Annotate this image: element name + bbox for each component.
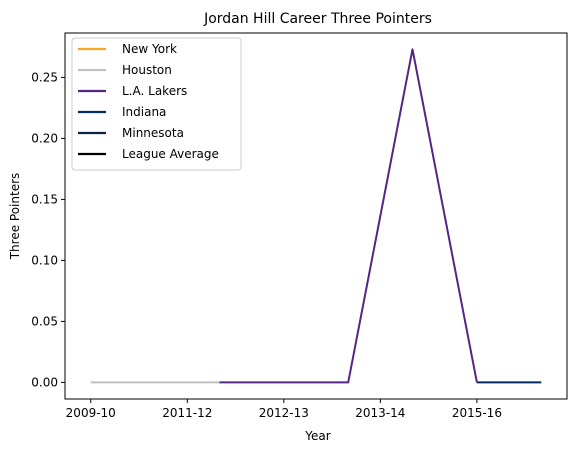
legend-label: Indiana bbox=[122, 105, 166, 119]
plot-frame bbox=[64, 32, 568, 400]
legend-label: L.A. Lakers bbox=[122, 84, 187, 98]
x-tick-label: 2011-12 bbox=[162, 406, 212, 420]
y-tick-label: 0.15 bbox=[31, 192, 58, 206]
x-tick-label: 2015-16 bbox=[452, 406, 502, 420]
y-axis: 0.00 0.05 0.10 0.15 0.20 0.25 bbox=[31, 70, 65, 389]
x-axis-label: Year bbox=[304, 429, 330, 443]
legend: New York Houston L.A. Lakers Indiana Minneso… bbox=[71, 37, 242, 171]
x-tick-label: 2012-13 bbox=[259, 406, 309, 420]
y-tick-label: 0.20 bbox=[31, 131, 58, 145]
series-layer bbox=[90, 48, 542, 384]
y-tick-label: 0.10 bbox=[31, 253, 58, 267]
x-axis: 2009-10 2011-12 2012-13 2013-14 2015-16 bbox=[66, 399, 502, 420]
legend-label: Minnesota bbox=[122, 126, 184, 140]
y-axis-label: Three Pointers bbox=[8, 173, 22, 261]
y-tick-label: 0.05 bbox=[31, 314, 58, 328]
legend-label: League Average bbox=[122, 147, 219, 161]
x-tick-label: 2009-10 bbox=[66, 406, 116, 420]
series-line-2 bbox=[219, 48, 478, 384]
y-tick-label: 0.25 bbox=[31, 70, 58, 84]
x-tick-label: 2013-14 bbox=[355, 406, 405, 420]
y-tick-label: 0.00 bbox=[31, 375, 58, 389]
legend-box bbox=[71, 37, 242, 171]
legend-label: Houston bbox=[122, 63, 172, 77]
chart-title: Jordan Hill Career Three Pointers bbox=[203, 11, 432, 27]
legend-label: New York bbox=[122, 42, 177, 56]
